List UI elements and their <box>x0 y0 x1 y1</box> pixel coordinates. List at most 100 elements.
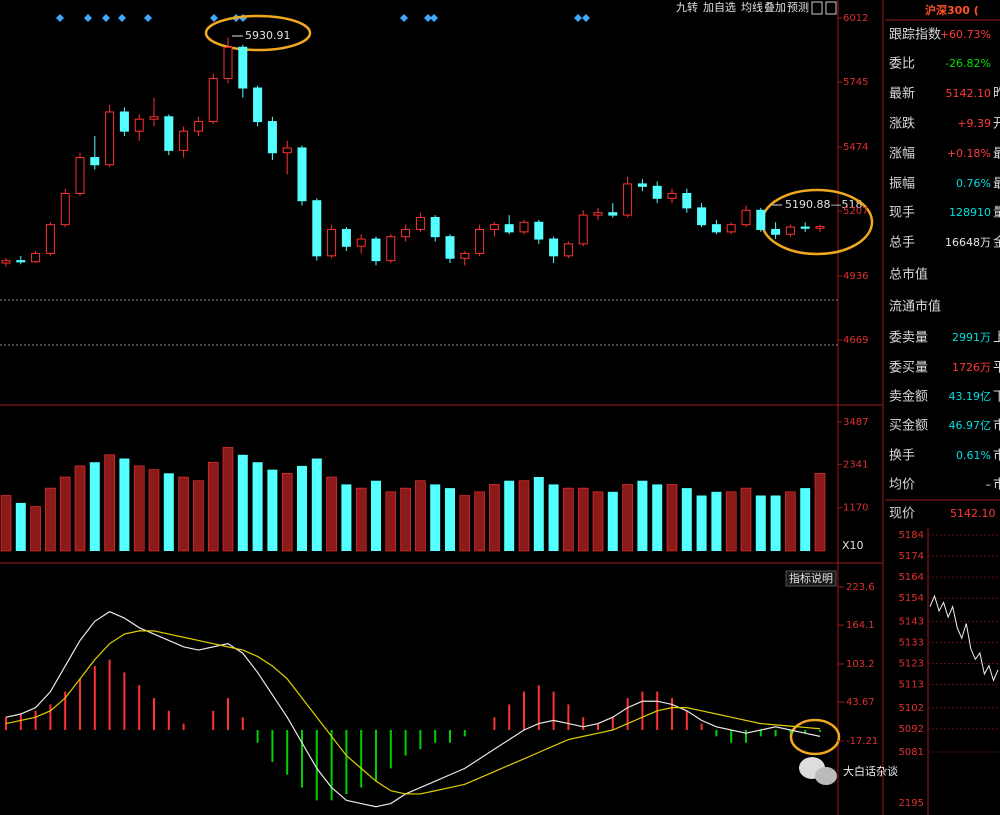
volume-bar <box>415 480 426 552</box>
intraday-line <box>929 594 999 682</box>
candle-body <box>253 87 263 123</box>
highlight-ellipse <box>204 14 312 52</box>
quote-value: 128910 <box>949 206 991 219</box>
icon-button[interactable] <box>811 1 823 15</box>
y-tick-label: 103.2 <box>846 659 875 670</box>
y-tick-label: 5745 <box>843 77 868 88</box>
candle-body <box>489 224 499 230</box>
volume-bar <box>518 480 530 552</box>
candle-body <box>430 216 440 238</box>
quote-value: +60.73% <box>940 28 991 41</box>
candle-body <box>711 224 721 233</box>
quote-label: 跟踪指数 <box>889 28 941 43</box>
quote-value: 0.61% <box>956 449 991 462</box>
volume-bar <box>326 476 337 552</box>
volume-bar <box>785 491 796 552</box>
volume-bar <box>445 488 455 551</box>
candle-body <box>682 193 692 209</box>
quote-value: – <box>986 478 992 491</box>
volume-bar <box>607 491 618 551</box>
candle-body <box>105 111 115 166</box>
quote-label: 总手 <box>889 236 915 251</box>
candle-body <box>771 228 781 235</box>
candle-body <box>149 116 159 120</box>
price-value: 5142.10 <box>950 507 996 520</box>
volume-bar <box>178 476 189 552</box>
quote-value: 16648万 <box>945 236 991 249</box>
candle-body <box>741 209 751 226</box>
volume-bar <box>430 484 441 551</box>
y-tick-label: 5092 <box>899 724 924 735</box>
candle-body <box>1 260 11 264</box>
candle-body <box>623 183 633 216</box>
candle-body <box>119 111 129 132</box>
candle-body <box>415 216 425 230</box>
indicator-button[interactable] <box>785 570 837 587</box>
candle-body <box>16 260 26 263</box>
candle-body <box>90 157 100 166</box>
quote-panel: 沪深300 ( 现价 5142.10 跟踪指数+60.73% 委比 -26.82% 最… <box>889 3 1000 522</box>
volume-bar <box>622 484 633 552</box>
toolbar-button[interactable]: 叠加 <box>764 1 786 14</box>
volume-bar <box>30 506 41 552</box>
volume-bar <box>163 473 174 551</box>
candle-body <box>815 226 825 229</box>
quote-label: 委比 <box>889 57 915 72</box>
candle-body <box>386 236 396 262</box>
watermark: 大白话杂谈 <box>843 764 898 778</box>
toolbar-button[interactable]: 九转 <box>676 0 698 14</box>
candle-body <box>208 77 218 123</box>
volume-bar <box>89 462 100 551</box>
candle-body <box>134 118 144 132</box>
volume-bar <box>237 454 248 551</box>
candle-body <box>726 224 736 233</box>
y-tick-label: 5143 <box>899 616 924 627</box>
volume-bar <box>311 458 322 551</box>
quote-tail: 最 <box>993 147 1000 162</box>
toolbar-button[interactable]: 均线 <box>741 0 763 14</box>
quote-tail: 金 <box>993 235 1000 251</box>
y-tick-label: 164.1 <box>846 620 875 631</box>
candle-body <box>756 209 766 230</box>
candle-body <box>593 212 603 216</box>
indicator-button-label[interactable]: 指标说明 <box>789 571 833 585</box>
volume-bar <box>459 495 471 552</box>
volume-bar <box>563 487 574 552</box>
candle-body <box>697 207 707 226</box>
volume-bar <box>592 491 604 552</box>
quote-value: -26.82% <box>945 57 991 70</box>
quote-label: 卖金额 <box>889 389 928 405</box>
volume-bar <box>385 491 397 552</box>
quote-label: 流通市值 <box>889 299 941 315</box>
volume-bar <box>267 469 278 551</box>
quote-tail: 平 <box>993 361 1000 376</box>
y-tick-label: 5207 <box>843 206 868 217</box>
quote-label: 委买量 <box>889 361 928 376</box>
quote-value: 5142.10 <box>946 87 992 100</box>
toolbar-button[interactable]: 加自选 <box>703 1 736 14</box>
volume-bar <box>474 491 485 552</box>
toolbar-button[interactable]: 预测 <box>787 1 809 14</box>
y-tick-label: 5154 <box>899 593 924 604</box>
quote-label: 最新 <box>889 86 915 102</box>
candle-body <box>356 238 366 247</box>
candle-body <box>445 236 455 259</box>
candle-body <box>800 226 810 229</box>
mini-volume-label: 2195 <box>899 798 924 809</box>
candle-body <box>563 243 573 257</box>
quote-tail: 市 <box>993 448 1000 464</box>
watermark-icon <box>799 757 837 785</box>
quote-label: 涨幅 <box>889 147 915 162</box>
quote-label: 现手 <box>889 206 915 221</box>
volume-bar <box>45 487 56 552</box>
volume-bar <box>74 465 86 552</box>
candle-body <box>60 193 70 226</box>
icon-button[interactable] <box>825 1 837 15</box>
candle-body <box>312 200 322 257</box>
volume-bar <box>740 487 752 552</box>
volume-bar <box>548 484 559 551</box>
volume-bar <box>711 491 722 551</box>
candle-body <box>223 46 233 79</box>
